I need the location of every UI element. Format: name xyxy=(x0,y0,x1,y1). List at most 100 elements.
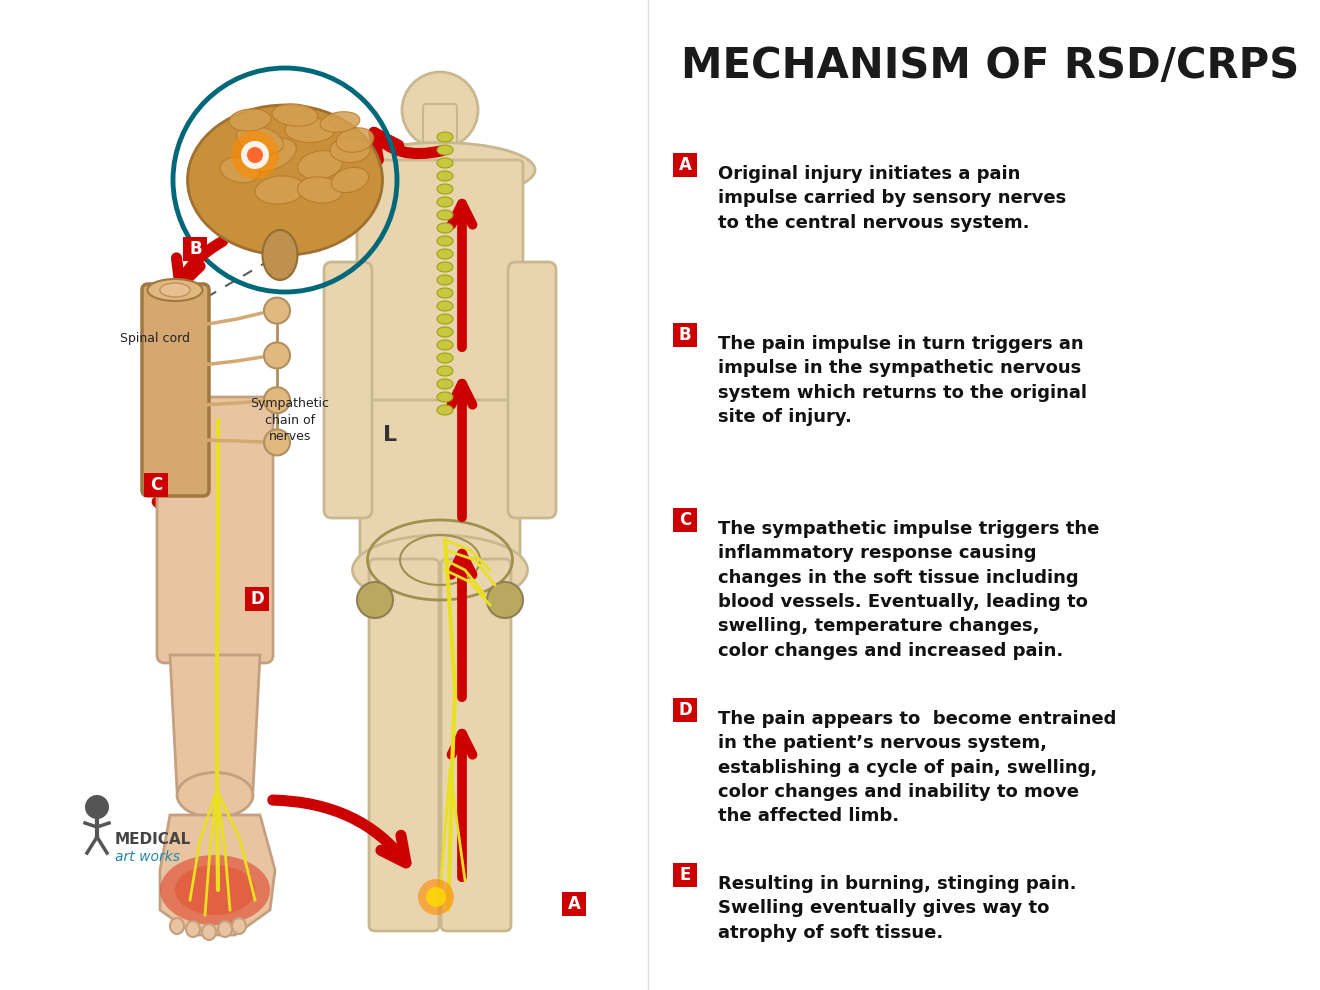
Ellipse shape xyxy=(177,772,253,818)
Circle shape xyxy=(264,343,290,368)
Ellipse shape xyxy=(437,379,453,389)
FancyBboxPatch shape xyxy=(360,400,520,585)
Text: C: C xyxy=(149,476,162,494)
Text: D: D xyxy=(678,701,692,719)
Ellipse shape xyxy=(330,138,370,162)
Ellipse shape xyxy=(230,109,271,131)
Text: MEDICAL: MEDICAL xyxy=(115,833,191,847)
Circle shape xyxy=(84,795,110,819)
Ellipse shape xyxy=(160,283,190,297)
Ellipse shape xyxy=(337,128,374,152)
Text: Sympathetic
chain of
nerves: Sympathetic chain of nerves xyxy=(251,398,330,443)
Circle shape xyxy=(403,72,478,148)
FancyBboxPatch shape xyxy=(356,160,523,415)
Ellipse shape xyxy=(437,197,453,207)
Text: A: A xyxy=(568,895,581,913)
FancyBboxPatch shape xyxy=(144,473,168,497)
Text: D: D xyxy=(251,590,264,608)
Circle shape xyxy=(264,387,290,413)
Text: The sympathetic impulse triggers the
inflammatory response causing
changes in th: The sympathetic impulse triggers the inf… xyxy=(718,520,1100,659)
Text: A: A xyxy=(678,156,692,174)
FancyBboxPatch shape xyxy=(508,262,556,518)
Ellipse shape xyxy=(244,138,297,172)
Ellipse shape xyxy=(148,279,202,301)
Ellipse shape xyxy=(437,262,453,272)
FancyBboxPatch shape xyxy=(422,104,457,158)
Ellipse shape xyxy=(170,918,183,934)
Ellipse shape xyxy=(437,275,453,285)
Ellipse shape xyxy=(437,236,453,246)
Ellipse shape xyxy=(255,176,305,204)
FancyBboxPatch shape xyxy=(370,559,440,931)
Ellipse shape xyxy=(236,126,284,154)
Text: B: B xyxy=(678,326,692,344)
Ellipse shape xyxy=(345,143,535,197)
Ellipse shape xyxy=(437,184,453,194)
FancyBboxPatch shape xyxy=(673,323,697,347)
Ellipse shape xyxy=(218,921,232,937)
Ellipse shape xyxy=(437,327,453,337)
Polygon shape xyxy=(160,815,275,935)
FancyBboxPatch shape xyxy=(562,892,586,916)
Circle shape xyxy=(418,879,454,915)
FancyBboxPatch shape xyxy=(323,262,372,518)
Ellipse shape xyxy=(437,132,453,142)
Ellipse shape xyxy=(437,314,453,324)
Ellipse shape xyxy=(220,157,260,183)
Ellipse shape xyxy=(176,865,255,915)
Ellipse shape xyxy=(352,535,528,605)
Ellipse shape xyxy=(437,405,453,415)
Circle shape xyxy=(356,582,393,618)
Circle shape xyxy=(242,141,269,169)
FancyBboxPatch shape xyxy=(143,284,209,496)
FancyBboxPatch shape xyxy=(673,508,697,532)
Ellipse shape xyxy=(437,171,453,181)
Ellipse shape xyxy=(297,177,342,203)
Ellipse shape xyxy=(437,158,453,168)
Text: art works: art works xyxy=(115,850,180,864)
Ellipse shape xyxy=(437,353,453,363)
FancyBboxPatch shape xyxy=(673,863,697,887)
FancyBboxPatch shape xyxy=(157,397,273,663)
Circle shape xyxy=(264,430,290,455)
Circle shape xyxy=(247,147,263,163)
Ellipse shape xyxy=(437,223,453,233)
Ellipse shape xyxy=(186,921,201,937)
Ellipse shape xyxy=(437,392,453,402)
Ellipse shape xyxy=(285,118,335,143)
Text: Original injury initiates a pain
impulse carried by sensory nerves
to the centra: Original injury initiates a pain impulse… xyxy=(718,165,1067,232)
Ellipse shape xyxy=(298,150,342,179)
Polygon shape xyxy=(170,655,260,790)
Text: L: L xyxy=(383,425,397,445)
Ellipse shape xyxy=(437,340,453,350)
Ellipse shape xyxy=(437,301,453,311)
Circle shape xyxy=(487,582,523,618)
Ellipse shape xyxy=(202,924,216,940)
Ellipse shape xyxy=(437,288,453,298)
Ellipse shape xyxy=(187,105,383,255)
Text: E: E xyxy=(680,866,690,884)
Circle shape xyxy=(264,298,290,324)
FancyBboxPatch shape xyxy=(441,559,511,931)
Ellipse shape xyxy=(272,104,318,126)
Ellipse shape xyxy=(160,855,271,925)
Ellipse shape xyxy=(263,230,297,280)
FancyBboxPatch shape xyxy=(183,238,207,261)
Ellipse shape xyxy=(437,366,453,376)
FancyBboxPatch shape xyxy=(246,587,269,611)
Ellipse shape xyxy=(437,249,453,259)
Text: The pain appears to  become entrained
in the patient’s nervous system,
establish: The pain appears to become entrained in … xyxy=(718,710,1117,826)
Text: MECHANISM OF RSD/CRPS: MECHANISM OF RSD/CRPS xyxy=(681,45,1299,87)
Text: C: C xyxy=(678,511,692,529)
Text: Spinal cord: Spinal cord xyxy=(120,332,190,345)
Text: Resulting in burning, stinging pain.
Swelling eventually gives way to
atrophy of: Resulting in burning, stinging pain. Swe… xyxy=(718,875,1077,941)
Circle shape xyxy=(426,887,446,907)
Ellipse shape xyxy=(437,145,453,155)
Ellipse shape xyxy=(321,112,360,133)
Circle shape xyxy=(231,131,279,179)
FancyBboxPatch shape xyxy=(673,698,697,722)
Ellipse shape xyxy=(437,210,453,220)
FancyBboxPatch shape xyxy=(673,153,697,177)
Ellipse shape xyxy=(232,918,246,934)
Ellipse shape xyxy=(331,167,368,193)
